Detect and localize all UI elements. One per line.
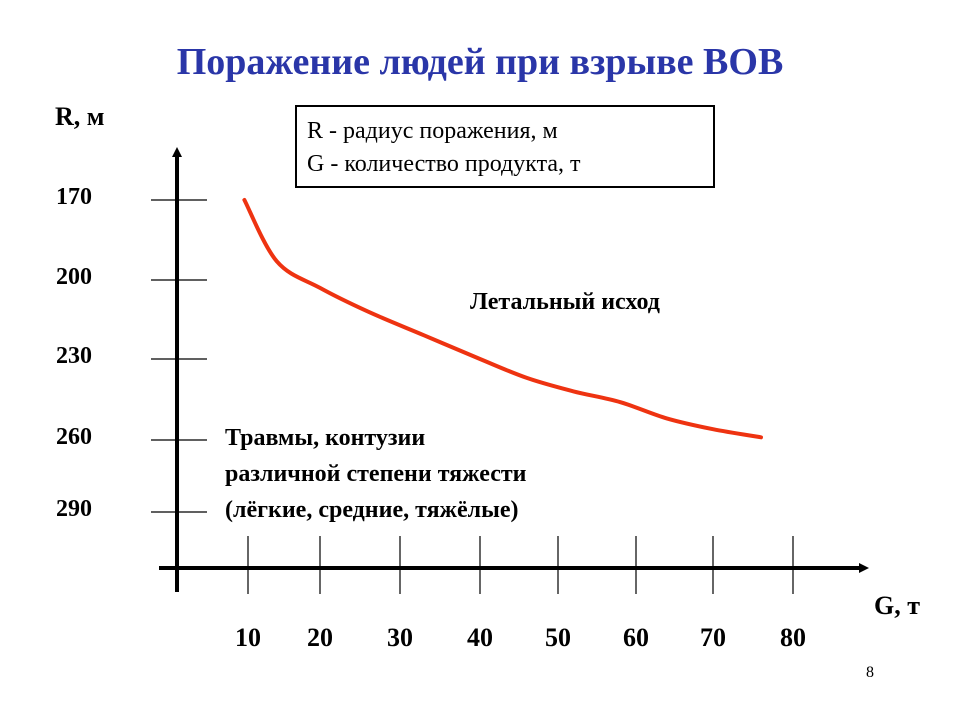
slide-title: Поражение людей при взрыве ВОВ xyxy=(176,41,784,83)
x-tick-label-30: 30 xyxy=(387,623,413,652)
x-tick-label-40: 40 xyxy=(467,623,493,652)
annotation-injuries-line-3: (лёгкие, средние, тяжёлые) xyxy=(225,497,518,523)
x-axis-ticks xyxy=(247,536,794,594)
x-tick-label-60: 60 xyxy=(623,623,649,652)
legend-line-radius: R - радиус поражения, м xyxy=(307,118,558,144)
series-line xyxy=(242,198,763,440)
x-tick-label-80: 80 xyxy=(780,623,806,652)
legend-line-quantity: G - количество продукта, т xyxy=(307,151,581,177)
page-number: 8 xyxy=(866,664,874,681)
x-tick-label-70: 70 xyxy=(700,623,726,652)
annotation-injuries-line-1: Травмы, контузии xyxy=(225,425,425,451)
x-tick-label-10: 10 xyxy=(235,623,261,652)
x-tick-label-50: 50 xyxy=(545,623,571,652)
y-tick-label-260: 260 xyxy=(56,424,92,450)
y-tick-label-170: 170 xyxy=(56,184,92,210)
y-axis-label: R, м xyxy=(55,102,105,131)
annotation-injuries-line-2: различной степени тяжести xyxy=(225,461,527,487)
x-axis-label: G, т xyxy=(874,591,920,620)
y-tick-label-290: 290 xyxy=(56,496,92,522)
y-axis-tick-labels: 170 200 230 260 290 xyxy=(56,184,92,522)
annotation-lethal: Летальный исход xyxy=(470,289,660,315)
y-tick-label-230: 230 xyxy=(56,343,92,369)
x-axis-tick-labels: 10 20 30 40 50 60 70 80 xyxy=(235,623,806,652)
y-tick-label-200: 200 xyxy=(56,264,92,290)
x-tick-label-20: 20 xyxy=(307,623,333,652)
legend-box: R - радиус поражения, м G - количество п… xyxy=(295,105,715,188)
